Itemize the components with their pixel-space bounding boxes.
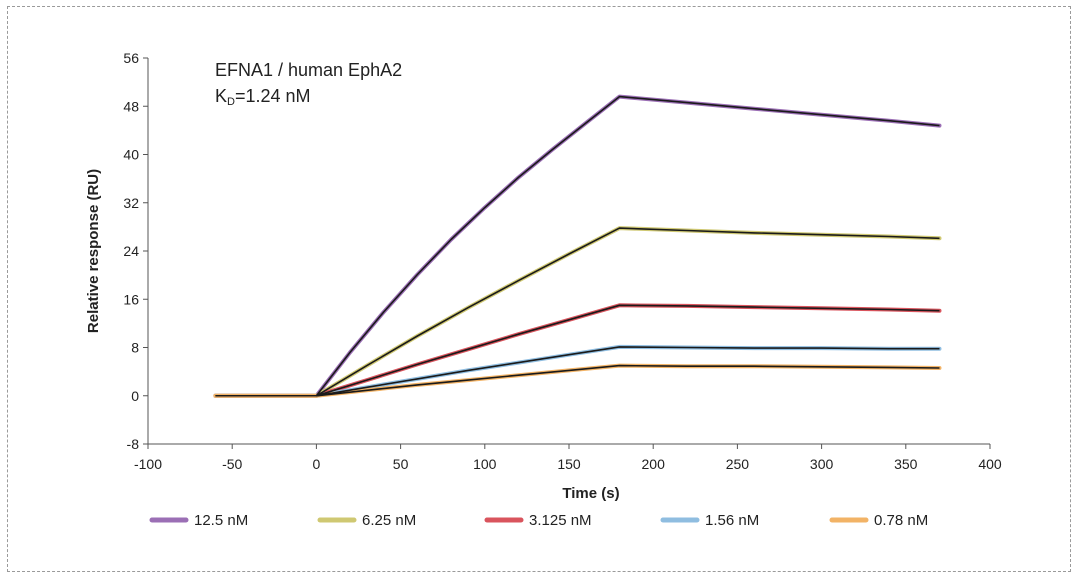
x-tick-label: 200 bbox=[642, 456, 666, 472]
legend-label: 0.78 nM bbox=[874, 512, 928, 529]
y-tick-label: 40 bbox=[123, 147, 139, 163]
fit-line-6-25-nM bbox=[315, 227, 940, 397]
fit-line-0-78-nM bbox=[316, 364, 940, 397]
legend: 12.5 nM 6.25 nM 3.125 nM 1.56 nM 0.78 nM bbox=[149, 512, 928, 529]
y-axis-title: Relative response (RU) bbox=[85, 169, 102, 333]
fit-line-12-5-nM bbox=[315, 95, 940, 397]
annotation-kd: KD=1.24 nM bbox=[215, 86, 311, 108]
fit-line-3-125-nM bbox=[316, 304, 940, 397]
y-tick-label: 24 bbox=[123, 243, 139, 259]
x-tick-label: -100 bbox=[134, 456, 162, 472]
x-tick-label: 150 bbox=[557, 456, 581, 472]
series-line-3-125-nM bbox=[213, 303, 942, 398]
y-tick-label: 8 bbox=[131, 340, 139, 356]
annotation-title: EFNA1 / human EphA2 bbox=[215, 60, 402, 80]
y-tick-label: 0 bbox=[131, 388, 139, 404]
axes: -8 0 8 16 24 32 40 48 56 -100 -50 0 50 100 150 200 250 30… bbox=[123, 50, 1001, 472]
kd-value: =1.24 nM bbox=[235, 86, 311, 106]
y-tick-label: 48 bbox=[123, 98, 139, 114]
x-tick-label: 50 bbox=[393, 456, 409, 472]
y-tick-label: 16 bbox=[123, 291, 139, 307]
x-tick-label: 300 bbox=[810, 456, 834, 472]
x-tick-label: 100 bbox=[473, 456, 497, 472]
legend-label: 1.56 nM bbox=[705, 512, 759, 529]
kd-subscript: D bbox=[227, 96, 235, 108]
y-tick-label: 56 bbox=[123, 50, 139, 66]
y-tick-label: 32 bbox=[123, 195, 139, 211]
series-layer bbox=[213, 94, 942, 398]
y-tick-label: -8 bbox=[127, 436, 140, 452]
fit-line-1-56-nM bbox=[316, 346, 940, 397]
legend-label: 3.125 nM bbox=[529, 512, 592, 529]
x-axis-title: Time (s) bbox=[562, 485, 619, 502]
kd-prefix: K bbox=[215, 86, 227, 106]
x-tick-label: 350 bbox=[894, 456, 918, 472]
legend-label: 6.25 nM bbox=[362, 512, 416, 529]
legend-label: 12.5 nM bbox=[194, 512, 248, 529]
chart-frame bbox=[7, 6, 1071, 572]
x-tick-label: -50 bbox=[222, 456, 242, 472]
x-tick-label: 250 bbox=[726, 456, 750, 472]
series-line-12-5-nM bbox=[213, 94, 942, 398]
x-tick-label: 400 bbox=[978, 456, 1002, 472]
x-tick-label: 0 bbox=[313, 456, 321, 472]
